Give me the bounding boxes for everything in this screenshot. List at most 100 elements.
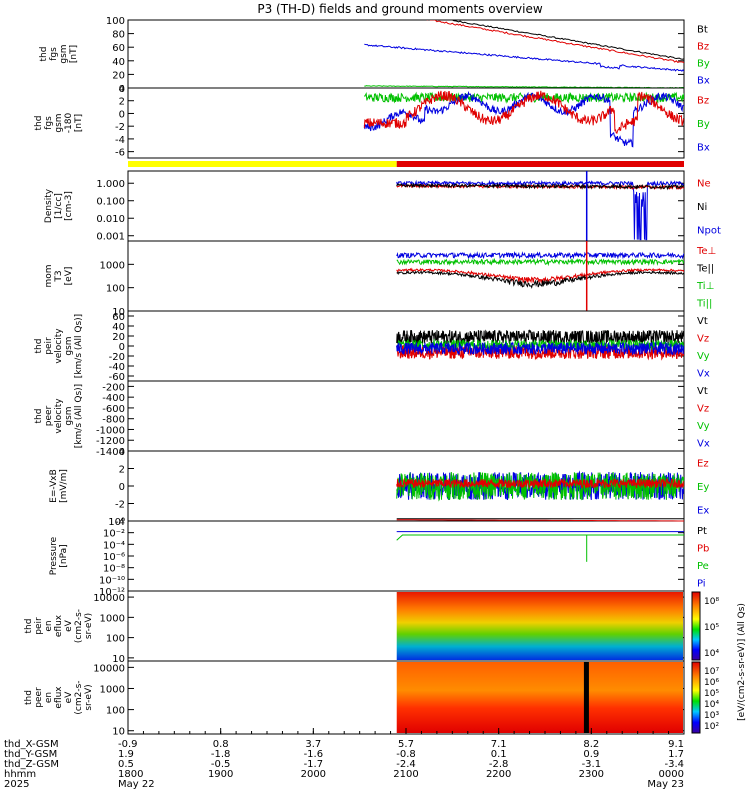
legend-vy: Vy: [697, 351, 710, 362]
y-tick-label: 100: [106, 16, 125, 27]
panel-temp: 1000 100 10 mom T3 [eV] Te⊥ Te|| Ti⊥ Ti||: [44, 240, 716, 318]
legend-by: By: [697, 119, 710, 130]
time-axis-value: May 23: [647, 779, 684, 790]
time-axis-value: -2.4: [396, 759, 416, 770]
legend-pt: Pt: [697, 526, 707, 537]
time-axis-value: -1.6: [304, 749, 324, 760]
y-tick-label: 2: [119, 97, 125, 108]
y-tick-label: 10⁻⁸: [103, 564, 125, 575]
time-axis: thd_X-GSM -0.9 0.8 3.7 5.7 7.1 8.2 9.1 thd_Y-GSM…: [4, 728, 685, 790]
y-tick-label: 0.001: [96, 232, 125, 243]
colorbar-tick-label: 10⁴: [704, 649, 719, 659]
series-ni: [396, 182, 684, 191]
colorbar: [691, 661, 701, 734]
legend-ti: Ti⊥: [696, 281, 714, 292]
y-tick-label: 10⁻¹⁰: [99, 575, 125, 586]
time-axis-value: 1.7: [668, 749, 684, 760]
status-bar-red: [396, 161, 684, 167]
series-ti-perp: [396, 251, 684, 260]
time-axis-value: 2100: [393, 769, 418, 780]
time-axis-value: 2000: [301, 769, 326, 780]
legend-vx: Vx: [697, 368, 710, 379]
y-tick-label: 0: [119, 482, 125, 493]
time-axis-value: 1800: [118, 769, 143, 780]
y-axis-label: mom T3 [eV]: [44, 264, 74, 287]
y-axis-label: E=-VxB [mV/m]: [49, 469, 69, 503]
legend-bz: Bz: [697, 42, 709, 53]
colorbar-tick-label: 10²: [704, 722, 719, 732]
legend-ne: Ne: [697, 179, 711, 190]
y-tick-label: 40: [112, 322, 125, 333]
time-axis-value: 2200: [486, 769, 511, 780]
y-tick-label: 1000: [100, 613, 125, 624]
series-ti-par: [396, 257, 684, 267]
y-label-line: sr-eV): [84, 684, 94, 710]
y-label-line: peir: [34, 617, 44, 635]
legend-te: Te||: [696, 263, 714, 274]
y-label-line: sr-eV): [84, 613, 94, 639]
legend-ex: Ex: [697, 505, 709, 516]
y-tick-label: 10⁻⁴: [103, 540, 125, 551]
y-label-line: [nT]: [69, 45, 79, 63]
y-axis-label: Pressure [nPa]: [49, 536, 69, 575]
y-axis-label: thd peir en eflux eV (cm2-s-sr-eV): [24, 609, 94, 643]
time-axis-row-label: thd_Y-GSM: [4, 749, 57, 760]
legend-te: Te⊥: [696, 246, 716, 257]
y-tick-label: 20: [112, 332, 125, 343]
y-label-line: E=-VxB: [49, 469, 59, 503]
y-label-line: -180: [64, 113, 74, 134]
time-axis-value: -0.9: [118, 739, 138, 750]
series-te-perp: [396, 267, 684, 284]
spectrogram-image: [396, 592, 683, 660]
y-label-line: thd: [24, 619, 34, 634]
series-npot: [396, 179, 684, 241]
legend-bt: Bt: [697, 25, 708, 36]
y-tick-label: -1000: [96, 425, 125, 436]
time-axis-value: -0.5: [211, 759, 231, 770]
y-tick-label: -1200: [96, 436, 125, 447]
y-tick-label: -600: [102, 404, 125, 415]
y-tick-label: 1000: [100, 684, 125, 695]
time-axis-value: -0.8: [396, 749, 416, 760]
panel-frame: [127, 19, 685, 89]
y-tick-label: 100: [106, 706, 125, 717]
series-vt: [396, 329, 684, 346]
time-axis-value: 0.8: [213, 739, 229, 750]
colorbar-tick-label: 10⁵: [704, 623, 719, 633]
y-axis-label: thd peir velocity gsm [km/s (All Qs)]: [34, 314, 84, 378]
y-label-line: Density: [44, 188, 54, 223]
series-bz: [426, 20, 684, 64]
y-tick-label: 10⁰: [108, 517, 125, 528]
y-tick-label: -4: [115, 135, 125, 146]
time-axis-value: 1.9: [118, 749, 134, 760]
y-axis-label: thd fgs gsm [nT]: [39, 44, 79, 63]
series-vx: [396, 340, 684, 356]
time-axis-row-label: thd_X-GSM: [4, 739, 59, 750]
time-axis-row-label: 2025: [4, 779, 29, 790]
y-label-line: peer: [44, 405, 54, 426]
series-pe: [396, 534, 684, 541]
y-tick-label: 0.010: [96, 214, 125, 225]
colorbar-tick-label: 10⁵: [704, 689, 719, 699]
y-tick-label: 10⁻⁶: [103, 552, 125, 563]
series-ex: [396, 470, 684, 501]
y-tick-label: -2: [115, 500, 125, 511]
y-label-line: peir: [44, 337, 54, 355]
y-tick-label: 10000: [93, 663, 125, 674]
y-axis-label: thd peer velocity gsm [km/s (All Qs)]: [34, 384, 84, 448]
y-label-line: [km/s (All Qs)]: [74, 314, 84, 378]
legend-npot: Npot: [697, 225, 721, 236]
y-label-line: gsm: [54, 113, 64, 132]
series-te-par: [396, 270, 684, 289]
series-ez: [396, 477, 684, 490]
time-axis-value: 0.9: [583, 749, 599, 760]
y-label-line: [nPa]: [59, 544, 69, 567]
y-tick-label: 80: [112, 30, 125, 41]
y-label-line: velocity: [54, 398, 64, 434]
spectrogram-gap: [583, 662, 589, 733]
legend-pi: Pi: [697, 578, 706, 589]
y-tick-label: -40: [109, 362, 125, 373]
y-tick-label: -200: [102, 382, 125, 393]
y-tick-label: 0.100: [96, 197, 125, 208]
